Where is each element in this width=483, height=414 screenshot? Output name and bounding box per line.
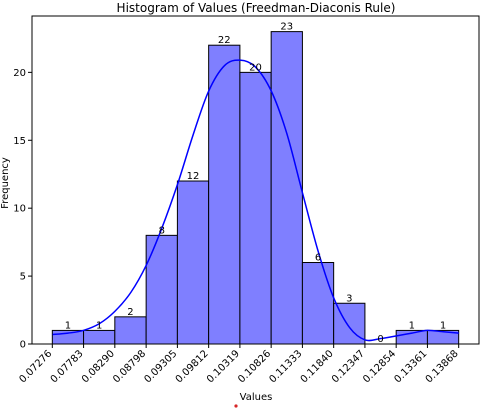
histogram-bar xyxy=(239,71,272,345)
y-tick-label: 15 xyxy=(13,136,26,147)
histogram-bar xyxy=(270,31,303,345)
x-tick-label: 0.10319 xyxy=(205,348,242,385)
bars-layer xyxy=(51,31,460,345)
chart-title: Histogram of Values (Freedman-Diaconis R… xyxy=(117,1,396,15)
axes-layer xyxy=(31,15,480,345)
x-tick-label: 0.09812 xyxy=(174,348,211,385)
bar-value-label: 1 xyxy=(96,320,102,331)
x-tick-label: 0.08798 xyxy=(111,348,148,385)
x-tick-label: 0.11333 xyxy=(268,348,305,385)
x-axis-label: Values xyxy=(240,392,273,403)
y-tick-label: 20 xyxy=(13,68,26,79)
y-axis-label: Frequency xyxy=(0,157,11,209)
y-ticks-layer: 0 5 10 15 20 xyxy=(13,68,32,351)
x-tick-label: 0.09305 xyxy=(142,348,179,385)
bar-value-label: 0 xyxy=(377,334,383,345)
x-tick-label: 0.13868 xyxy=(424,348,461,385)
stray-marker xyxy=(234,404,238,408)
bar-value-label: 3 xyxy=(346,293,352,304)
kde-line xyxy=(52,59,459,342)
histogram-bar xyxy=(301,262,335,345)
histogram-bar xyxy=(83,329,116,345)
x-tick-label: 0.12347 xyxy=(330,348,367,385)
plot-frame xyxy=(31,15,480,345)
histogram-bar xyxy=(176,180,210,345)
y-tick-label: 10 xyxy=(13,204,26,215)
histogram-bar xyxy=(114,316,147,345)
bar-value-label: 20 xyxy=(249,62,262,73)
x-tick-label: 0.07276 xyxy=(17,348,54,385)
kde-layer xyxy=(52,59,459,342)
bar-value-label: 1 xyxy=(440,320,446,331)
bar-value-label: 1 xyxy=(409,320,415,331)
y-tick-label: 0 xyxy=(20,340,26,351)
bar-value-label: 12 xyxy=(187,171,200,182)
bar-value-label: 8 xyxy=(159,225,165,236)
y-tick-label: 5 xyxy=(20,272,26,283)
bar-value-label: 23 xyxy=(280,22,293,33)
histogram-bar xyxy=(145,234,178,345)
bar-value-label: 22 xyxy=(218,35,231,46)
x-tick-label: 0.11840 xyxy=(299,348,336,385)
bar-value-label: 1 xyxy=(65,320,71,331)
x-tick-label: 0.08290 xyxy=(80,348,117,385)
x-ticks-layer: 0.072760.077830.082900.087980.093050.098… xyxy=(17,344,461,385)
bar-value-label: 2 xyxy=(127,307,133,318)
x-tick-label: 0.13361 xyxy=(393,348,430,385)
x-tick-label: 0.12854 xyxy=(361,348,398,385)
bar-value-label: 6 xyxy=(315,253,321,264)
x-tick-label: 0.07783 xyxy=(49,348,86,385)
histogram-bar xyxy=(208,44,241,345)
x-tick-label: 0.10826 xyxy=(236,348,273,385)
